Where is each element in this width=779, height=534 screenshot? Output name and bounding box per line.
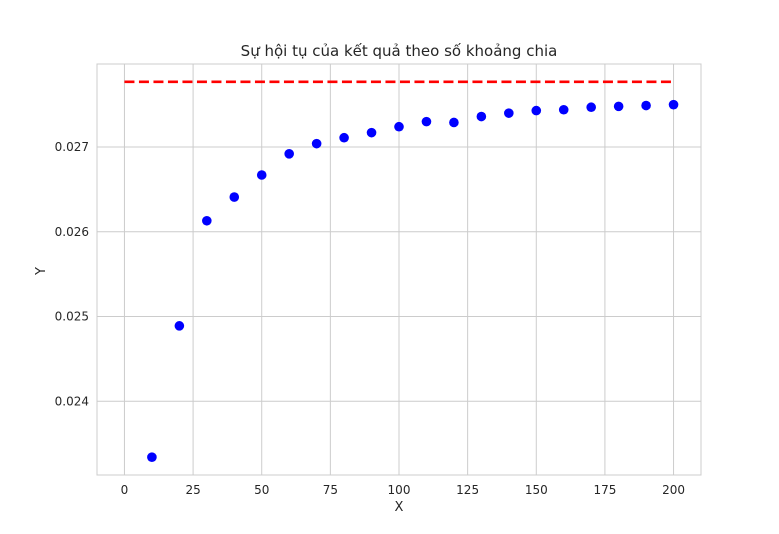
plot-area bbox=[96, 63, 702, 476]
data-point bbox=[504, 108, 514, 118]
data-point bbox=[311, 138, 322, 149]
y-tick-label: 0.024 bbox=[55, 394, 89, 408]
x-tick-label: 50 bbox=[254, 483, 269, 497]
x-tick-label: 75 bbox=[323, 483, 338, 497]
x-tick-label: 125 bbox=[456, 483, 479, 497]
data-point bbox=[613, 101, 624, 112]
y-axis-ticks: 0.024 0.025 0.026 0.027 bbox=[55, 140, 89, 408]
data-point bbox=[394, 121, 404, 132]
grid-lines bbox=[97, 64, 701, 475]
data-point bbox=[202, 215, 212, 226]
data-point bbox=[339, 132, 349, 143]
data-point bbox=[174, 321, 185, 331]
data-point bbox=[147, 452, 157, 463]
x-tick-label: 0 bbox=[121, 483, 129, 497]
y-tick-label: 0.026 bbox=[55, 225, 89, 239]
data-point bbox=[256, 170, 267, 180]
series-layer bbox=[124, 80, 679, 463]
x-axis-ticks: 0 25 50 75 100 125 150 175 200 bbox=[121, 483, 685, 497]
data-point bbox=[641, 100, 651, 111]
data-point bbox=[421, 116, 432, 127]
data-point bbox=[229, 192, 240, 202]
y-axis-label: Y bbox=[34, 267, 49, 276]
x-tick-label: 25 bbox=[185, 483, 200, 497]
data-point bbox=[668, 99, 679, 110]
x-tick-label: 200 bbox=[662, 483, 685, 497]
data-point bbox=[558, 104, 569, 115]
y-tick-label: 0.025 bbox=[55, 310, 89, 324]
data-point bbox=[366, 127, 377, 138]
y-tick-label: 0.027 bbox=[55, 140, 89, 154]
data-point bbox=[586, 102, 596, 113]
chart-title: Sự hội tụ của kết quả theo số khoảng chi… bbox=[241, 42, 558, 60]
data-point bbox=[476, 111, 487, 122]
data-point bbox=[531, 105, 542, 116]
data-point bbox=[284, 149, 294, 159]
data-point bbox=[449, 117, 459, 128]
x-tick-label: 175 bbox=[593, 483, 616, 497]
x-tick-label: 100 bbox=[388, 483, 411, 497]
x-tick-label: 150 bbox=[525, 483, 548, 497]
x-axis-label: X bbox=[395, 500, 404, 515]
